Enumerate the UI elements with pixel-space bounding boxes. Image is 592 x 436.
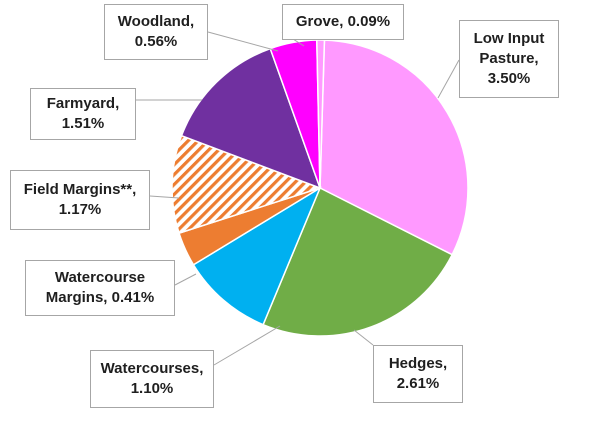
leader-line-watercourse-margins <box>174 273 197 286</box>
data-label-line: 1.10% <box>130 380 174 397</box>
leader-line-hedges <box>353 329 374 346</box>
data-label-line: 1.51% <box>61 115 105 132</box>
data-label-watercourse-margins: Watercourse Margins, 0.41% <box>25 260 175 316</box>
data-label-line: 1.17% <box>58 201 102 218</box>
data-label-line: Woodland, <box>117 13 195 30</box>
data-label-grove: Grove, 0.09% <box>282 4 404 40</box>
pie-slice-watercourses <box>192 186 322 326</box>
pie-slice-field-margins <box>171 134 323 235</box>
leader-line-low-input-pasture <box>437 59 460 99</box>
pie-slice-hedges <box>262 186 454 337</box>
data-label-line: Watercourses, <box>100 360 204 377</box>
data-label-farmyard: Farmyard, 1.51% <box>30 88 136 140</box>
data-label-woodland: Woodland, 0.56% <box>104 4 208 60</box>
data-label-line: Low Input <box>473 30 545 47</box>
data-label-line: Margins, 0.41% <box>45 289 155 306</box>
data-label-watercourses: Watercourses, 1.10% <box>90 350 214 408</box>
data-label-line: 0.56% <box>134 33 178 50</box>
data-label-line: Hedges, <box>388 355 448 372</box>
data-label-line: Pasture, <box>479 50 539 67</box>
data-label-hedges: Hedges, 2.61% <box>373 345 463 403</box>
data-label-line: Grove, 0.09% <box>295 13 391 30</box>
leader-line-watercourses <box>213 325 281 366</box>
data-label-line: Watercourse <box>54 269 146 286</box>
leader-line-field-margins <box>149 195 180 199</box>
data-label-line: 2.61% <box>396 375 440 392</box>
data-label-field-margins: Field Margins**, 1.17% <box>10 170 150 230</box>
data-label-line: Farmyard, <box>46 95 120 112</box>
data-label-low-input-pasture: Low Input Pasture, 3.50% <box>459 20 559 98</box>
leader-line-woodland <box>207 31 279 52</box>
data-label-line: Field Margins**, <box>23 181 137 198</box>
pie-slice-farmyard <box>180 47 322 190</box>
data-label-line: 3.50% <box>487 70 531 87</box>
pie-slice-grove <box>316 39 326 189</box>
pie-slice-low-input-pasture <box>319 39 469 256</box>
